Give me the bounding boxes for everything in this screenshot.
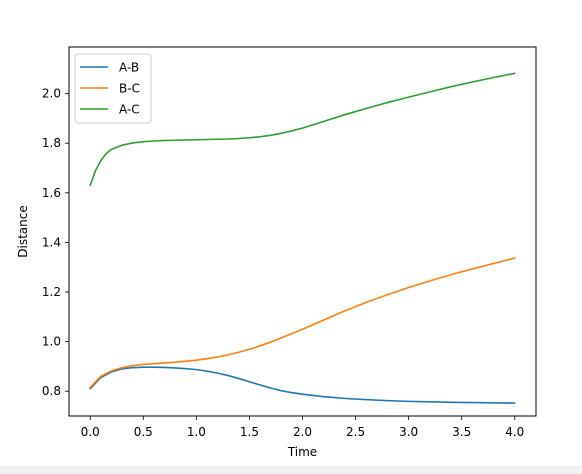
legend-box xyxy=(74,53,152,124)
window-bottom-strip xyxy=(0,466,582,474)
y-tick-label: 1.0 xyxy=(42,335,61,349)
x-tick-label: 3.0 xyxy=(399,425,418,439)
y-tick-label: 1.6 xyxy=(42,186,61,200)
x-tick-label: 2.5 xyxy=(346,425,365,439)
x-tick-label: 3.5 xyxy=(452,425,471,439)
series-line-a-c xyxy=(89,72,516,187)
x-tick-label: 1.0 xyxy=(187,425,206,439)
x-axis-ticks: 0.0 0.5 1.0 1.5 2.0 2.5 3.0 3.5 4.0 xyxy=(81,416,524,439)
x-tick-label: 2.0 xyxy=(293,425,312,439)
x-tick-label: 1.5 xyxy=(240,425,259,439)
legend-label-a-c: A-C xyxy=(119,103,140,117)
x-tick-label: 4.0 xyxy=(505,425,524,439)
y-tick-label: 2.0 xyxy=(42,87,61,101)
x-tick-label: 0.0 xyxy=(81,425,100,439)
y-axis-ticks: 0.8 1.0 1.2 1.4 1.6 1.8 2.0 xyxy=(42,87,69,398)
y-tick-label: 1.2 xyxy=(42,285,61,299)
y-axis-label: Distance xyxy=(16,205,30,257)
legend-entries: A-B B-C A-C xyxy=(80,61,140,117)
x-axis-label: Time xyxy=(287,445,317,459)
legend: A-B B-C A-C xyxy=(74,53,152,124)
legend-label-b-c: B-C xyxy=(119,82,140,96)
series-layer xyxy=(89,72,516,404)
series-line-b-c xyxy=(89,257,516,389)
y-tick-label: 1.8 xyxy=(42,136,61,150)
series-line-a-b xyxy=(89,366,516,404)
y-tick-label: 0.8 xyxy=(42,384,61,398)
legend-label-a-b: A-B xyxy=(119,61,139,75)
x-tick-label: 0.5 xyxy=(134,425,153,439)
y-tick-label: 1.4 xyxy=(42,235,61,249)
